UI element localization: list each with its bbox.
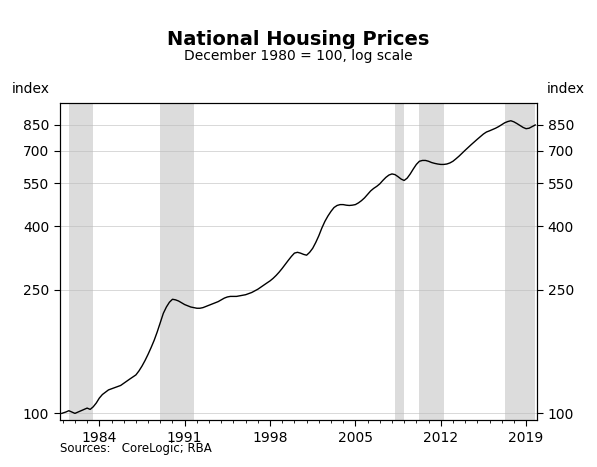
Text: index: index	[547, 82, 585, 96]
Text: index: index	[12, 82, 50, 96]
Text: December 1980 = 100, log scale: December 1980 = 100, log scale	[184, 49, 413, 63]
Bar	[420, 103, 444, 420]
Bar	[504, 103, 536, 420]
Bar	[69, 103, 93, 420]
Text: Sources:   CoreLogic; RBA: Sources: CoreLogic; RBA	[60, 442, 211, 455]
Bar	[395, 103, 404, 420]
Bar	[160, 103, 194, 420]
Text: National Housing Prices: National Housing Prices	[167, 30, 430, 50]
